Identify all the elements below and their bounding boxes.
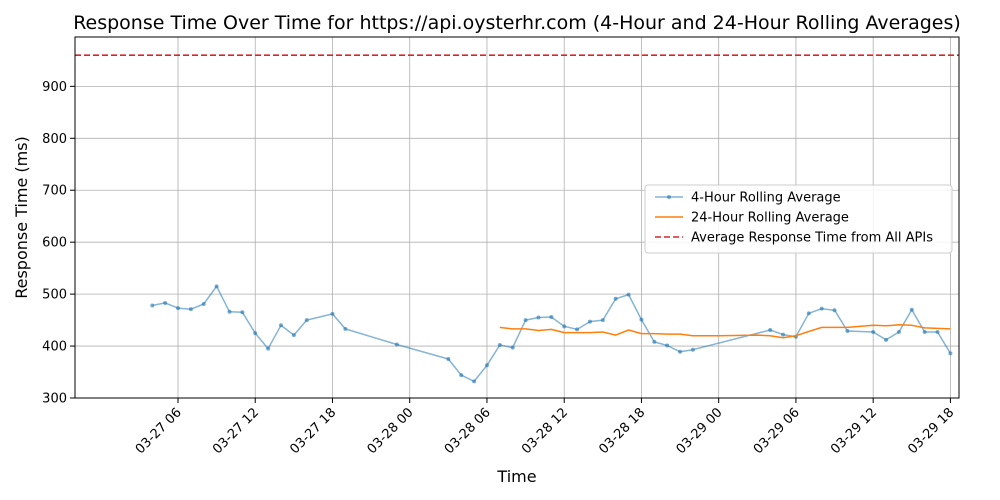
- data-point: [652, 339, 657, 344]
- y-tick-label: 400: [42, 340, 67, 355]
- legend-label: Average Response Time from All APIs: [691, 231, 933, 246]
- y-axis-title: Response Time (ms): [12, 136, 31, 299]
- x-tick-label: 03-28 18: [596, 405, 648, 457]
- data-point: [562, 324, 567, 329]
- data-point: [266, 346, 271, 351]
- data-point: [214, 284, 219, 289]
- y-axis-ticks: 300 400 500 600 700 800 900: [42, 80, 75, 407]
- data-point: [626, 292, 631, 297]
- data-point: [523, 318, 528, 323]
- data-point: [227, 309, 232, 314]
- data-point: [330, 311, 335, 316]
- data-point: [484, 363, 489, 368]
- data-point: [587, 319, 592, 324]
- x-tick-label: 03-29 18: [905, 405, 957, 457]
- data-point: [291, 333, 296, 338]
- data-point: [163, 300, 168, 305]
- data-point: [678, 349, 683, 354]
- data-point: [768, 327, 773, 332]
- x-tick-label: 03-27 06: [133, 405, 185, 457]
- x-tick-label: 03-29 12: [828, 405, 880, 457]
- data-point: [845, 328, 850, 333]
- data-point: [459, 373, 464, 378]
- data-point: [600, 318, 605, 323]
- data-point: [304, 318, 309, 323]
- x-tick-label: 03-28 12: [519, 405, 571, 457]
- data-point: [175, 306, 180, 311]
- data-point: [150, 303, 155, 308]
- data-point: [472, 379, 477, 384]
- chart-title: Response Time Over Time for https://api.…: [73, 12, 961, 34]
- data-point: [549, 314, 554, 319]
- series-24h-rolling-average: [499, 324, 951, 339]
- y-tick-label: 500: [42, 288, 67, 303]
- x-tick-label: 03-29 00: [674, 405, 726, 457]
- data-point: [201, 301, 206, 306]
- legend-label: 24-Hour Rolling Average: [691, 211, 849, 226]
- data-point: [639, 317, 644, 322]
- y-tick-label: 600: [42, 236, 67, 251]
- series-line: [499, 324, 951, 339]
- data-point: [278, 323, 283, 328]
- data-point: [188, 307, 193, 312]
- legend: 4-Hour Rolling Average 24-Hour Rolling Av…: [644, 184, 953, 254]
- data-point: [497, 343, 502, 348]
- x-tick-label: 03-28 00: [365, 405, 417, 457]
- data-point: [781, 332, 786, 337]
- x-axis-ticks: 03-27 06 03-27 12 03-27 18 03-28 00 03-28 06…: [133, 398, 957, 457]
- data-point: [948, 351, 953, 356]
- data-point: [819, 306, 824, 311]
- data-point: [240, 310, 245, 315]
- data-point: [832, 308, 837, 313]
- data-point: [394, 342, 399, 347]
- plot-frame: [74, 36, 960, 399]
- data-point: [446, 357, 451, 362]
- data-point: [935, 330, 940, 335]
- data-point: [253, 331, 258, 336]
- legend-box: [644, 184, 953, 254]
- y-tick-label: 800: [42, 132, 67, 147]
- x-tick-label: 03-28 06: [442, 405, 494, 457]
- x-tick-label: 03-27 18: [287, 405, 339, 457]
- y-tick-label: 300: [42, 392, 67, 407]
- x-axis-title: Time: [496, 467, 536, 486]
- y-tick-label: 700: [42, 184, 67, 199]
- data-point: [690, 347, 695, 352]
- series: [150, 284, 953, 384]
- data-point: [909, 307, 914, 312]
- data-point: [806, 311, 811, 316]
- legend-label: 4-Hour Rolling Average: [691, 191, 841, 206]
- x-tick-label: 03-27 12: [210, 405, 262, 457]
- series-line: [152, 285, 952, 383]
- data-point: [613, 296, 618, 301]
- data-point: [343, 326, 348, 331]
- data-point: [871, 330, 876, 335]
- x-tick-label: 03-29 06: [751, 405, 803, 457]
- data-point: [896, 330, 901, 335]
- data-point: [575, 327, 580, 332]
- series-4h-rolling-average: [150, 284, 953, 384]
- data-point: [536, 315, 541, 320]
- legend-marker: [667, 195, 671, 199]
- y-tick-label: 900: [42, 80, 67, 95]
- data-point: [665, 343, 670, 348]
- data-point: [884, 337, 889, 342]
- data-point: [510, 345, 515, 350]
- data-point: [922, 330, 927, 335]
